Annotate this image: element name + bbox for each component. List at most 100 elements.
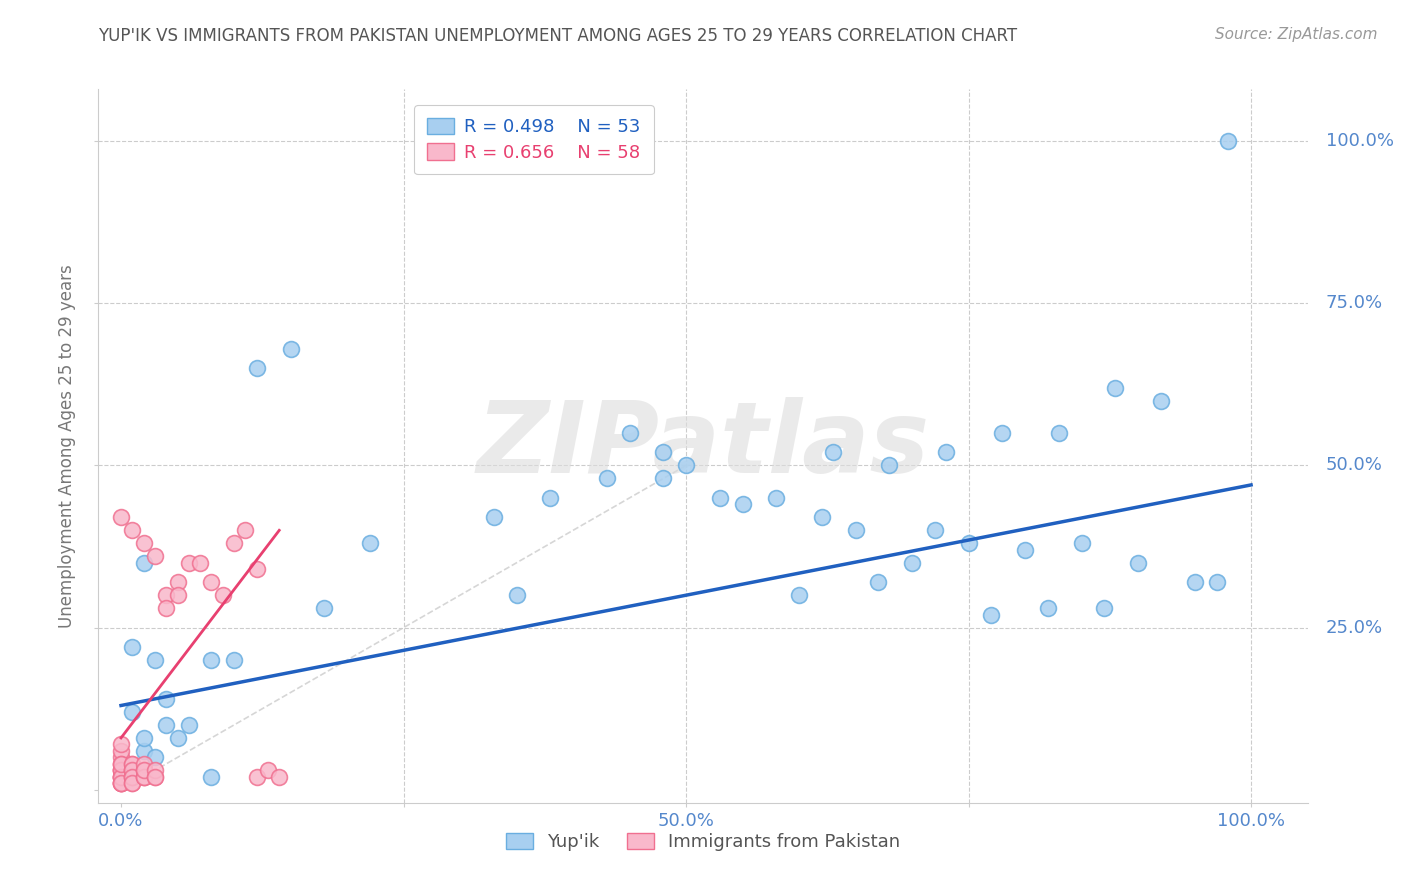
Point <box>222 653 245 667</box>
Point <box>110 510 132 524</box>
Point <box>980 607 1002 622</box>
Point <box>143 764 166 778</box>
Point <box>110 770 132 784</box>
Point <box>110 776 132 790</box>
Point <box>110 764 132 778</box>
Point <box>121 764 143 778</box>
Point <box>675 458 697 473</box>
Point <box>1206 575 1229 590</box>
Text: 100.0%: 100.0% <box>1326 132 1393 150</box>
Point <box>1104 381 1126 395</box>
Point <box>821 445 844 459</box>
Point <box>110 744 132 758</box>
Point <box>132 536 155 550</box>
Point <box>132 556 155 570</box>
Point <box>121 770 143 784</box>
Point <box>280 342 302 356</box>
Text: 75.0%: 75.0% <box>1326 294 1384 312</box>
Point <box>121 764 143 778</box>
Point <box>121 705 143 719</box>
Point <box>132 756 155 771</box>
Point <box>1184 575 1206 590</box>
Point <box>155 692 177 706</box>
Point <box>787 588 810 602</box>
Point <box>810 510 832 524</box>
Point <box>143 770 166 784</box>
Point <box>132 770 155 784</box>
Point <box>166 731 188 745</box>
Point <box>246 361 269 376</box>
Point <box>765 491 787 505</box>
Point <box>121 640 143 654</box>
Point <box>166 575 188 590</box>
Text: 25.0%: 25.0% <box>1326 619 1384 637</box>
Point <box>121 764 143 778</box>
Point <box>619 425 641 440</box>
Point <box>596 471 619 485</box>
Point <box>845 524 868 538</box>
Point <box>505 588 527 602</box>
Text: ZIPatlas: ZIPatlas <box>477 398 929 494</box>
Point <box>121 764 143 778</box>
Point <box>1092 601 1115 615</box>
Point <box>155 718 177 732</box>
Point <box>132 764 155 778</box>
Point <box>110 770 132 784</box>
Point <box>188 556 211 570</box>
Point <box>222 536 245 550</box>
Point <box>121 770 143 784</box>
Point <box>957 536 980 550</box>
Point <box>868 575 890 590</box>
Point <box>257 764 280 778</box>
Point <box>110 764 132 778</box>
Point <box>132 744 155 758</box>
Point <box>110 764 132 778</box>
Point <box>155 588 177 602</box>
Point <box>233 524 256 538</box>
Point <box>110 764 132 778</box>
Point <box>200 575 222 590</box>
Point <box>155 601 177 615</box>
Point <box>924 524 946 538</box>
Point <box>121 776 143 790</box>
Point <box>132 770 155 784</box>
Point <box>177 718 200 732</box>
Point <box>110 756 132 771</box>
Point <box>121 756 143 771</box>
Point <box>1036 601 1059 615</box>
Point <box>110 756 132 771</box>
Point <box>110 738 132 752</box>
Point <box>121 524 143 538</box>
Point <box>110 770 132 784</box>
Point <box>200 653 222 667</box>
Point <box>110 776 132 790</box>
Point <box>132 764 155 778</box>
Point <box>246 562 269 576</box>
Point <box>652 445 675 459</box>
Point <box>166 588 188 602</box>
Text: 50.0%: 50.0% <box>1326 457 1382 475</box>
Point <box>110 770 132 784</box>
Point <box>1070 536 1092 550</box>
Legend: Yup'ik, Immigrants from Pakistan: Yup'ik, Immigrants from Pakistan <box>499 825 907 858</box>
Point <box>143 750 166 764</box>
Point <box>132 764 155 778</box>
Point <box>121 770 143 784</box>
Point <box>1126 556 1149 570</box>
Point <box>731 497 754 511</box>
Point <box>132 731 155 745</box>
Point <box>359 536 381 550</box>
Point <box>110 776 132 790</box>
Point <box>143 770 166 784</box>
Point <box>1047 425 1070 440</box>
Point <box>110 770 132 784</box>
Text: Source: ZipAtlas.com: Source: ZipAtlas.com <box>1215 27 1378 42</box>
Point <box>269 770 291 784</box>
Point <box>709 491 731 505</box>
Point <box>132 770 155 784</box>
Point <box>538 491 561 505</box>
Point <box>200 770 222 784</box>
Text: YUP'IK VS IMMIGRANTS FROM PAKISTAN UNEMPLOYMENT AMONG AGES 25 TO 29 YEARS CORREL: YUP'IK VS IMMIGRANTS FROM PAKISTAN UNEMP… <box>98 27 1018 45</box>
Point <box>110 756 132 771</box>
Point <box>121 756 143 771</box>
